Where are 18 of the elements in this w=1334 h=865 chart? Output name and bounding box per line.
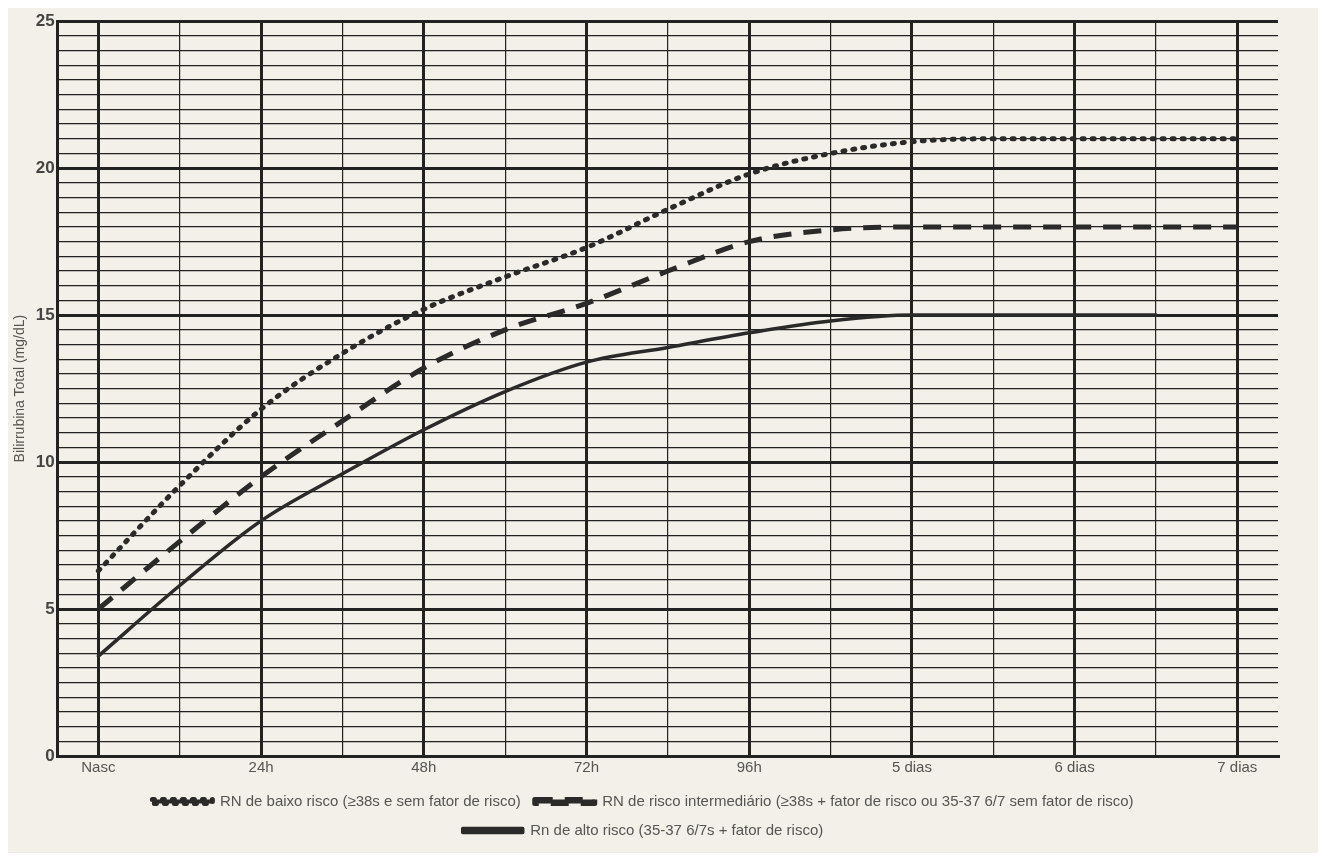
x-tick-label: 5 dias: [891, 758, 932, 776]
x-tick-label: 24h: [248, 758, 274, 776]
legend-label: RN de baixo risco (≥38s e sem fator de risco): [219, 791, 521, 809]
x-tick-label: Nasc: [81, 758, 116, 776]
x-tick-label: 96h: [736, 758, 762, 776]
y-tick-label: 0: [45, 745, 55, 765]
y-tick-label: 15: [35, 304, 55, 324]
legend-label: RN de risco intermediário (≥38s + fator de risco ou 35-37 6/7 sem fator de risco): [602, 791, 1134, 809]
x-tick-label: 7 dias: [1217, 758, 1258, 776]
x-tick-label: 6 dias: [1054, 758, 1095, 776]
y-tick-label: 20: [35, 157, 55, 177]
legend-label: Rn de alto risco (35-37 6/7s + fator de risco): [530, 820, 824, 838]
y-tick-label: 5: [45, 598, 55, 618]
y-tick-label: 25: [35, 10, 55, 30]
y-axis-title: Bilirrubina Total (mg/dL): [11, 314, 28, 463]
x-tick-label: 48h: [411, 758, 437, 776]
x-tick-label: 72h: [573, 758, 600, 776]
y-tick-label: 10: [35, 451, 55, 471]
